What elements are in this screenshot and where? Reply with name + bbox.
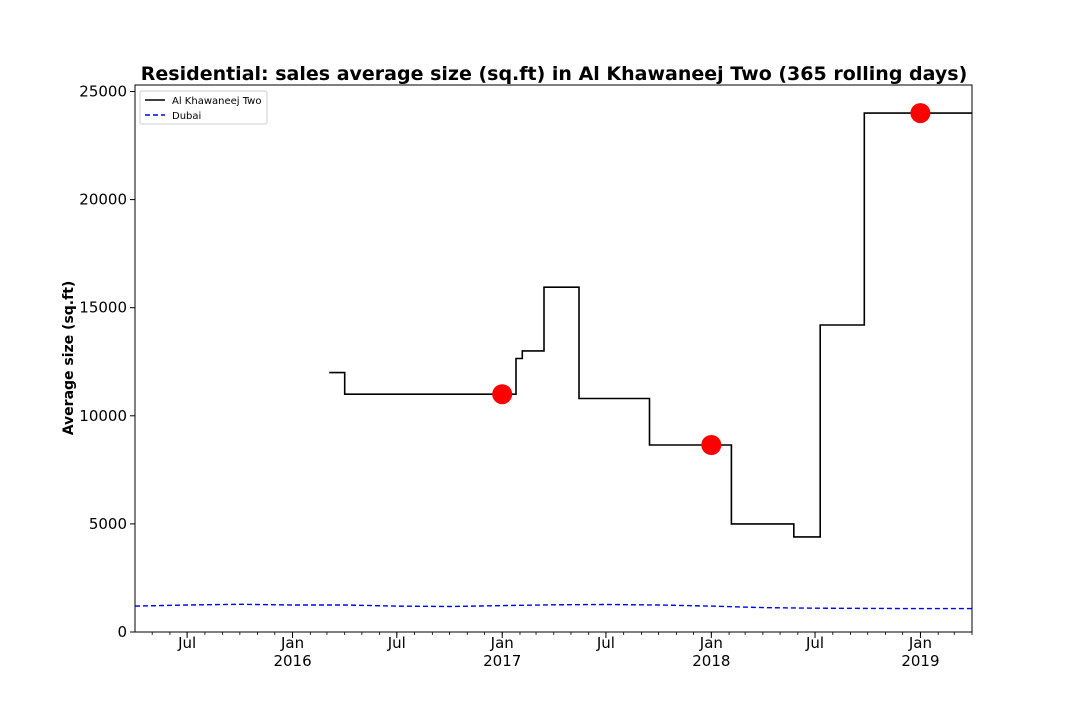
y-tick-label: 25000 [79,82,127,100]
marker-point-1 [492,384,513,405]
x-tick-label: Jan [280,634,304,652]
marker-point-3 [910,103,931,124]
y-tick-label: 5000 [89,515,127,533]
x-tick-label: Jul [805,634,824,652]
x-tick-label: Jan [908,634,932,652]
y-tick-label: 10000 [79,407,127,425]
legend-label-1: Al Khawaneej Two [172,96,261,107]
x-tick-label: Jan [490,634,514,652]
series-line-2 [134,603,972,610]
y-tick-label: 0 [117,623,127,641]
legend-box [139,90,268,125]
y-tick-label: 15000 [79,299,127,317]
y-axis-label: Average size (sq.ft) [61,281,77,436]
y-tick-label: 20000 [79,191,127,209]
marker-point-2 [701,435,722,455]
series-line-1 [329,112,972,538]
legend-label-2: Dubai [172,111,201,122]
x-tick-label: Jul [596,634,615,652]
plot-area [134,103,972,610]
legend: Al Khawaneej Two Dubai [139,90,268,125]
x-tick-year-label: 2017 [483,652,521,670]
x-tick-year-label: 2016 [273,652,311,670]
axes-frame [134,84,973,633]
x-tick-year-label: 2019 [901,652,939,670]
x-tick-label: Jan [699,634,723,652]
x-tick-label: Jul [177,634,196,652]
chart-title: Residential: sales average size (sq.ft) … [141,63,968,85]
x-tick-year-label: 2018 [692,652,730,670]
x-tick-label: Jul [387,634,406,652]
